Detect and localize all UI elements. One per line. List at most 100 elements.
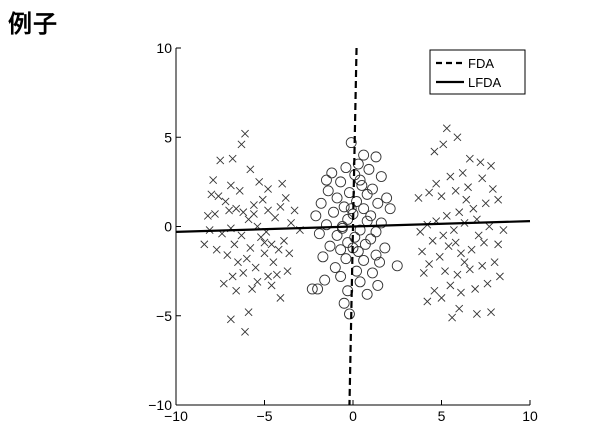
x-tick-label: −10	[164, 408, 188, 424]
x-tick-label: 0	[349, 408, 357, 424]
circle-marker	[338, 297, 350, 309]
cross-marker	[465, 265, 474, 274]
cross-marker	[223, 251, 232, 259]
cross-marker	[437, 293, 446, 302]
cross-marker	[439, 140, 448, 149]
cross-marker	[290, 206, 299, 215]
circle-marker	[331, 229, 343, 241]
cross-marker	[221, 197, 230, 206]
circle-marker	[370, 151, 382, 163]
cross-marker	[267, 240, 276, 249]
circle-marker	[331, 192, 343, 204]
cross-marker	[242, 254, 251, 263]
cross-marker	[448, 313, 457, 322]
cross-marker	[418, 247, 426, 256]
cross-marker	[490, 258, 499, 267]
cross-marker	[451, 238, 460, 247]
circle-marker	[321, 174, 332, 186]
data-points	[200, 124, 508, 336]
circle-marker	[370, 249, 382, 261]
cross-marker	[488, 185, 497, 193]
cross-marker	[239, 208, 248, 217]
cross-marker	[226, 181, 235, 190]
cross-marker	[467, 245, 476, 254]
cross-marker	[414, 194, 423, 202]
cross-marker	[419, 268, 428, 277]
circle-marker	[349, 231, 361, 243]
circle-marker	[335, 176, 347, 188]
cross-marker	[239, 268, 248, 277]
circle-marker	[365, 210, 377, 222]
cross-marker	[453, 133, 462, 142]
cross-marker	[281, 194, 290, 202]
circle-marker	[338, 201, 350, 213]
cross-marker	[219, 279, 228, 288]
cross-marker	[462, 195, 471, 204]
cross-marker	[264, 272, 272, 281]
circle-marker	[372, 279, 384, 291]
cross-marker	[423, 297, 432, 306]
cross-marker	[237, 231, 246, 240]
y-tick-label: −5	[156, 308, 172, 324]
cross-marker	[203, 211, 212, 220]
cross-marker	[280, 236, 288, 245]
y-tick-label: 0	[164, 219, 172, 235]
cross-marker	[226, 315, 235, 324]
circle-marker	[367, 267, 378, 279]
circle-marker	[358, 149, 370, 161]
cross-marker	[480, 238, 488, 247]
circle-marker	[372, 197, 384, 209]
cross-marker	[428, 236, 437, 245]
circle-marker	[319, 274, 331, 286]
circle-marker	[354, 174, 366, 186]
cross-marker	[483, 279, 492, 288]
circle-marker	[358, 254, 370, 266]
circle-marker	[359, 238, 371, 250]
cross-marker	[246, 244, 255, 252]
cross-marker	[237, 140, 246, 149]
circle-marker	[322, 185, 334, 197]
circle-marker	[351, 196, 362, 207]
circle-marker	[306, 283, 318, 295]
cross-marker	[267, 281, 276, 290]
cross-marker	[478, 261, 487, 270]
cross-marker	[255, 177, 264, 186]
circle-marker	[329, 262, 341, 274]
cross-marker	[235, 186, 244, 195]
cross-marker	[228, 272, 237, 281]
circle-marker	[335, 271, 347, 282]
cross-marker	[499, 226, 508, 234]
cross-marker	[474, 231, 483, 240]
cross-marker	[276, 202, 285, 211]
cross-marker	[444, 242, 453, 251]
circle-marker	[361, 188, 373, 200]
cross-marker	[455, 304, 464, 313]
cross-marker	[260, 249, 269, 258]
legend-label-fda: FDA	[468, 56, 494, 71]
cross-marker	[283, 267, 292, 276]
circle-marker	[367, 183, 378, 195]
circle-marker	[324, 240, 336, 252]
cross-marker	[264, 206, 272, 215]
circle-marker	[317, 251, 329, 263]
cross-marker	[246, 165, 255, 174]
circle-marker	[345, 203, 357, 215]
cross-marker	[441, 267, 449, 276]
cross-marker	[442, 211, 451, 220]
cross-marker	[435, 252, 444, 261]
axis-ticks: −10 −5 0 5 10 −10 −5 0 5 10	[148, 40, 538, 424]
circle-marker	[379, 242, 391, 254]
circle-marker	[344, 308, 355, 320]
cross-marker	[248, 285, 257, 293]
circle-marker	[374, 256, 385, 268]
cross-marker	[449, 226, 458, 234]
cross-marker	[439, 231, 448, 240]
cross-marker	[287, 219, 295, 227]
circle-marker	[335, 244, 347, 256]
lfda-line	[175, 220, 531, 233]
cross-marker	[230, 240, 239, 249]
cross-marker	[494, 240, 503, 249]
circle-marker	[363, 163, 375, 175]
circle-marker	[354, 224, 366, 236]
circle-marker	[370, 226, 382, 238]
